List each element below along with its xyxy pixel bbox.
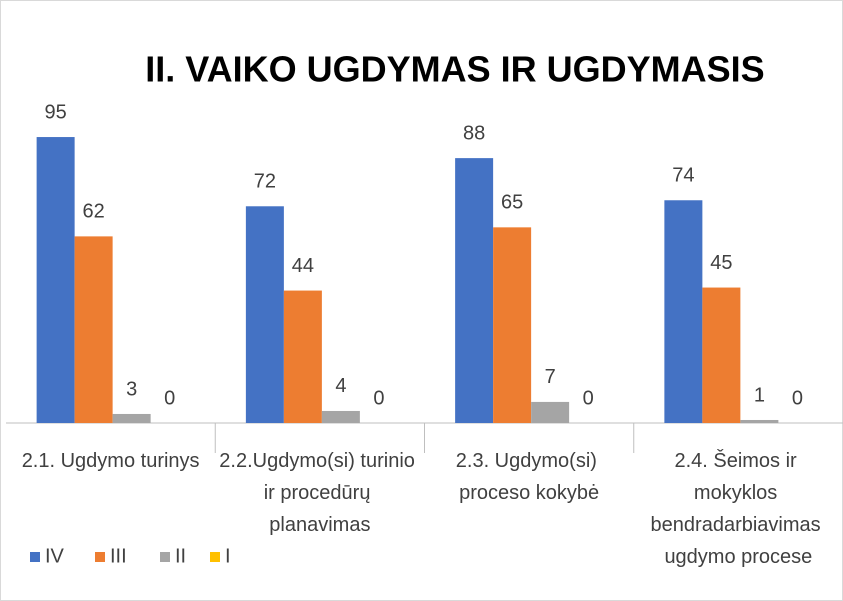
data-label: 62 [83,201,105,223]
data-label: 4 [335,375,346,397]
data-label: 0 [373,387,384,409]
bar [36,137,75,424]
data-label: 7 [545,366,556,388]
data-label: 65 [501,192,523,214]
data-label: 74 [672,165,694,187]
x-tick-label: 2.1. Ugdymo turinys [22,450,200,472]
bar [74,236,113,423]
bar [455,158,494,423]
data-label: 0 [164,387,175,409]
legend-label: I [225,545,231,567]
bar [740,419,779,423]
data-label: 0 [583,387,594,409]
data-label: 3 [126,378,137,400]
legend-label: II [175,545,186,567]
data-label: 88 [463,122,485,144]
legend-swatch [95,552,105,562]
data-label: 1 [754,384,765,406]
data-label: 95 [45,101,67,123]
x-tick-label: 2.4. Šeimos ir mokyklos bendradarbiavima… [651,449,827,568]
data-label: 0 [792,387,803,409]
bar [245,206,284,423]
chart-title: II. VAIKO UGDYMAS IR UGDYMASIS [145,49,764,90]
legend-label: III [110,545,127,567]
legend-swatch [30,552,40,562]
data-label: 45 [710,252,732,274]
bar [283,290,322,423]
bar [493,227,532,423]
data-label: 44 [292,255,314,277]
x-tick-label: 2.3. Ugdymo(si) proceso kokybė [456,450,603,504]
legend-swatch [210,552,220,562]
legend-swatch [160,552,170,562]
bar [321,410,360,423]
x-tick-label: 2.2.Ugdymo(si) turinio ir procedūrų plan… [219,450,420,536]
bar [531,401,570,423]
bar [702,287,741,423]
legend-label: IV [45,545,65,567]
data-label: 72 [254,171,276,193]
bar [664,200,703,423]
bar [112,413,151,423]
